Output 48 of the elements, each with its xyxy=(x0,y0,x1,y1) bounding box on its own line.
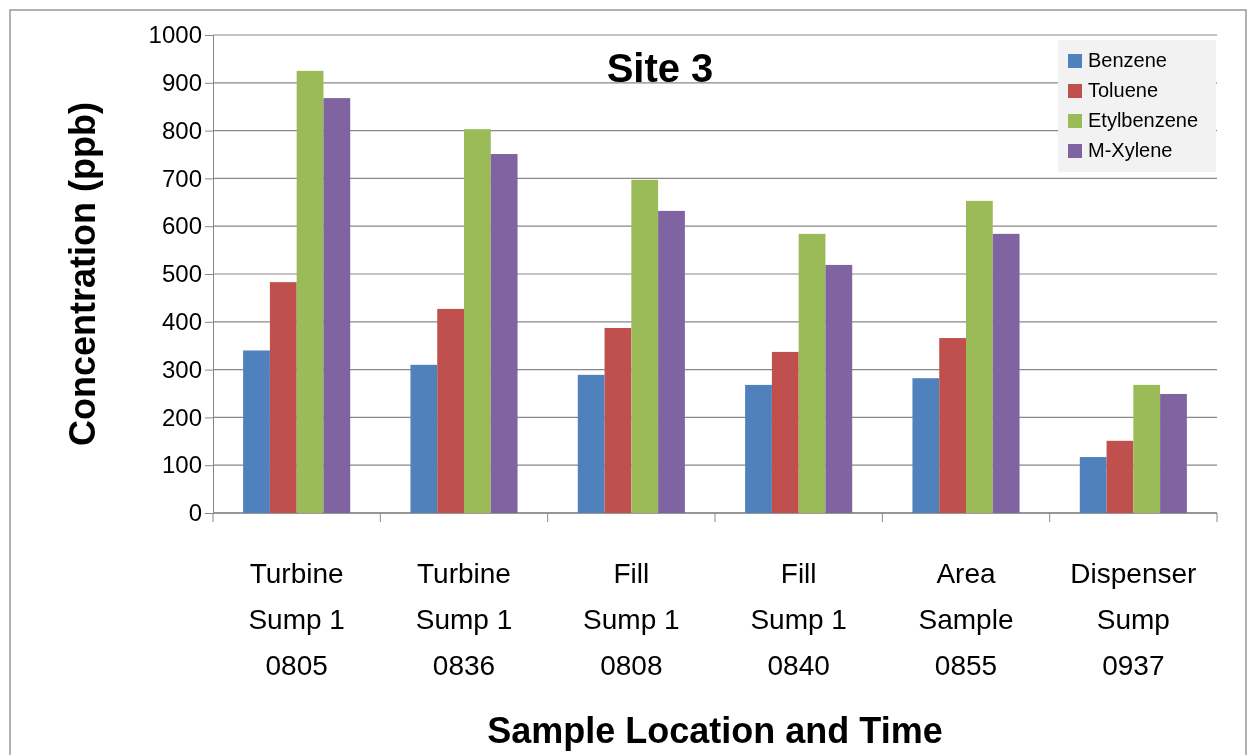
x-tick-label: Fill Sump 1 0808 xyxy=(583,558,680,681)
legend-label: M-Xylene xyxy=(1088,139,1173,161)
y-tick-label: 500 xyxy=(161,260,202,288)
bar xyxy=(604,328,632,513)
chart-title: Site 3 xyxy=(606,46,714,90)
bar xyxy=(1079,457,1107,513)
y-tick-label: 900 xyxy=(161,68,202,96)
y-tick-label: 700 xyxy=(161,164,202,192)
x-axis-title: Sample Location and Time xyxy=(487,710,943,751)
bar xyxy=(1133,384,1161,513)
y-tick-label: 600 xyxy=(161,212,202,240)
bar xyxy=(825,264,853,513)
bar xyxy=(631,179,659,513)
y-tick-label: 400 xyxy=(161,307,202,335)
bar xyxy=(939,338,966,513)
legend-label: Toluene xyxy=(1088,79,1159,101)
x-tick-label: Area Sample 0855 xyxy=(918,558,1014,681)
bar xyxy=(1106,440,1134,513)
bar xyxy=(1160,393,1187,513)
bar xyxy=(490,154,518,513)
bar xyxy=(296,70,324,513)
bar xyxy=(992,233,1020,513)
y-tick-label: 1000 xyxy=(148,21,202,49)
x-tick-label: Turbine Sump 1 0805 xyxy=(248,558,345,681)
x-tick-label: Turbine Sump 1 0836 xyxy=(415,558,513,681)
legend-label: Etylbenzene xyxy=(1088,109,1199,131)
legend-label: Benzene xyxy=(1088,49,1167,71)
bar xyxy=(966,200,993,513)
y-tick-label: 800 xyxy=(161,116,202,144)
y-axis-title: Concentration (ppb) xyxy=(62,102,103,446)
bar xyxy=(771,351,799,513)
bar xyxy=(323,98,351,513)
bar xyxy=(798,233,826,513)
y-tick-label: 0 xyxy=(188,499,202,527)
bar xyxy=(577,374,605,513)
x-tick-label: Dispenser Sump 0937 xyxy=(1070,558,1197,681)
bar xyxy=(269,282,297,513)
bar xyxy=(243,350,270,513)
x-tick-label: Fill Sump 1 0840 xyxy=(750,558,847,681)
y-tick-label: 200 xyxy=(161,403,202,431)
y-tick-label: 300 xyxy=(161,355,202,383)
bar xyxy=(912,378,940,513)
bar xyxy=(437,308,464,513)
y-tick-label: 100 xyxy=(161,451,202,479)
bar xyxy=(464,129,491,513)
bar xyxy=(745,384,772,513)
bar xyxy=(658,210,685,513)
bar xyxy=(410,364,438,513)
